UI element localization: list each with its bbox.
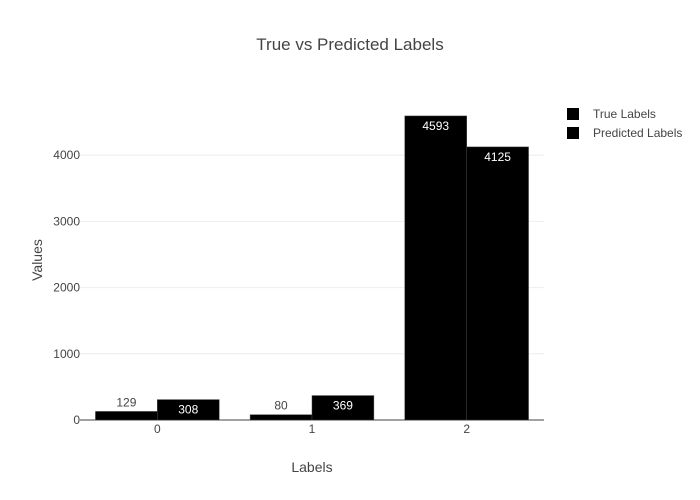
y-axis-ticks: 0 1000 2000 3000 4000 — [53, 148, 80, 427]
x-tick-label: 0 — [154, 422, 161, 436]
x-tick-label: 1 — [309, 422, 316, 436]
bar-predicted-0[interactable] — [157, 399, 220, 421]
y-tick-label: 1000 — [53, 347, 80, 361]
y-tick-label: 3000 — [53, 214, 80, 228]
data-label: 4125 — [484, 150, 511, 164]
legend-swatch — [567, 108, 579, 120]
y-tick-label: 2000 — [53, 281, 80, 295]
legend-item-true[interactable]: True Labels — [567, 107, 656, 121]
x-axis-title: Labels — [291, 459, 332, 475]
data-label: 369 — [333, 399, 353, 413]
data-label: 129 — [116, 395, 136, 409]
bar-true-1[interactable] — [249, 414, 313, 421]
y-tick-label: 4000 — [53, 148, 80, 162]
legend-item-predicted[interactable]: Predicted Labels — [567, 126, 682, 140]
data-label: 4593 — [422, 119, 449, 133]
x-tick-label: 2 — [463, 422, 470, 436]
data-label: 308 — [178, 403, 198, 417]
bar-predicted-2[interactable] — [466, 146, 529, 421]
data-labels: 129 308 80 369 4593 4125 — [116, 119, 511, 417]
bars — [95, 115, 529, 421]
y-tick-label: 0 — [73, 413, 80, 427]
x-axis-ticks: 0 1 2 — [154, 422, 470, 436]
data-label: 80 — [274, 399, 288, 413]
y-axis-title: Values — [29, 239, 45, 281]
bar-predicted-1[interactable] — [311, 395, 375, 421]
legend-label: Predicted Labels — [593, 126, 682, 140]
legend[interactable]: True Labels Predicted Labels — [567, 107, 682, 140]
bar-true-0[interactable] — [95, 411, 158, 421]
bar-true-2[interactable] — [404, 115, 467, 421]
chart-title: True vs Predicted Labels — [256, 35, 443, 54]
legend-swatch — [567, 127, 579, 139]
legend-label: True Labels — [593, 107, 656, 121]
